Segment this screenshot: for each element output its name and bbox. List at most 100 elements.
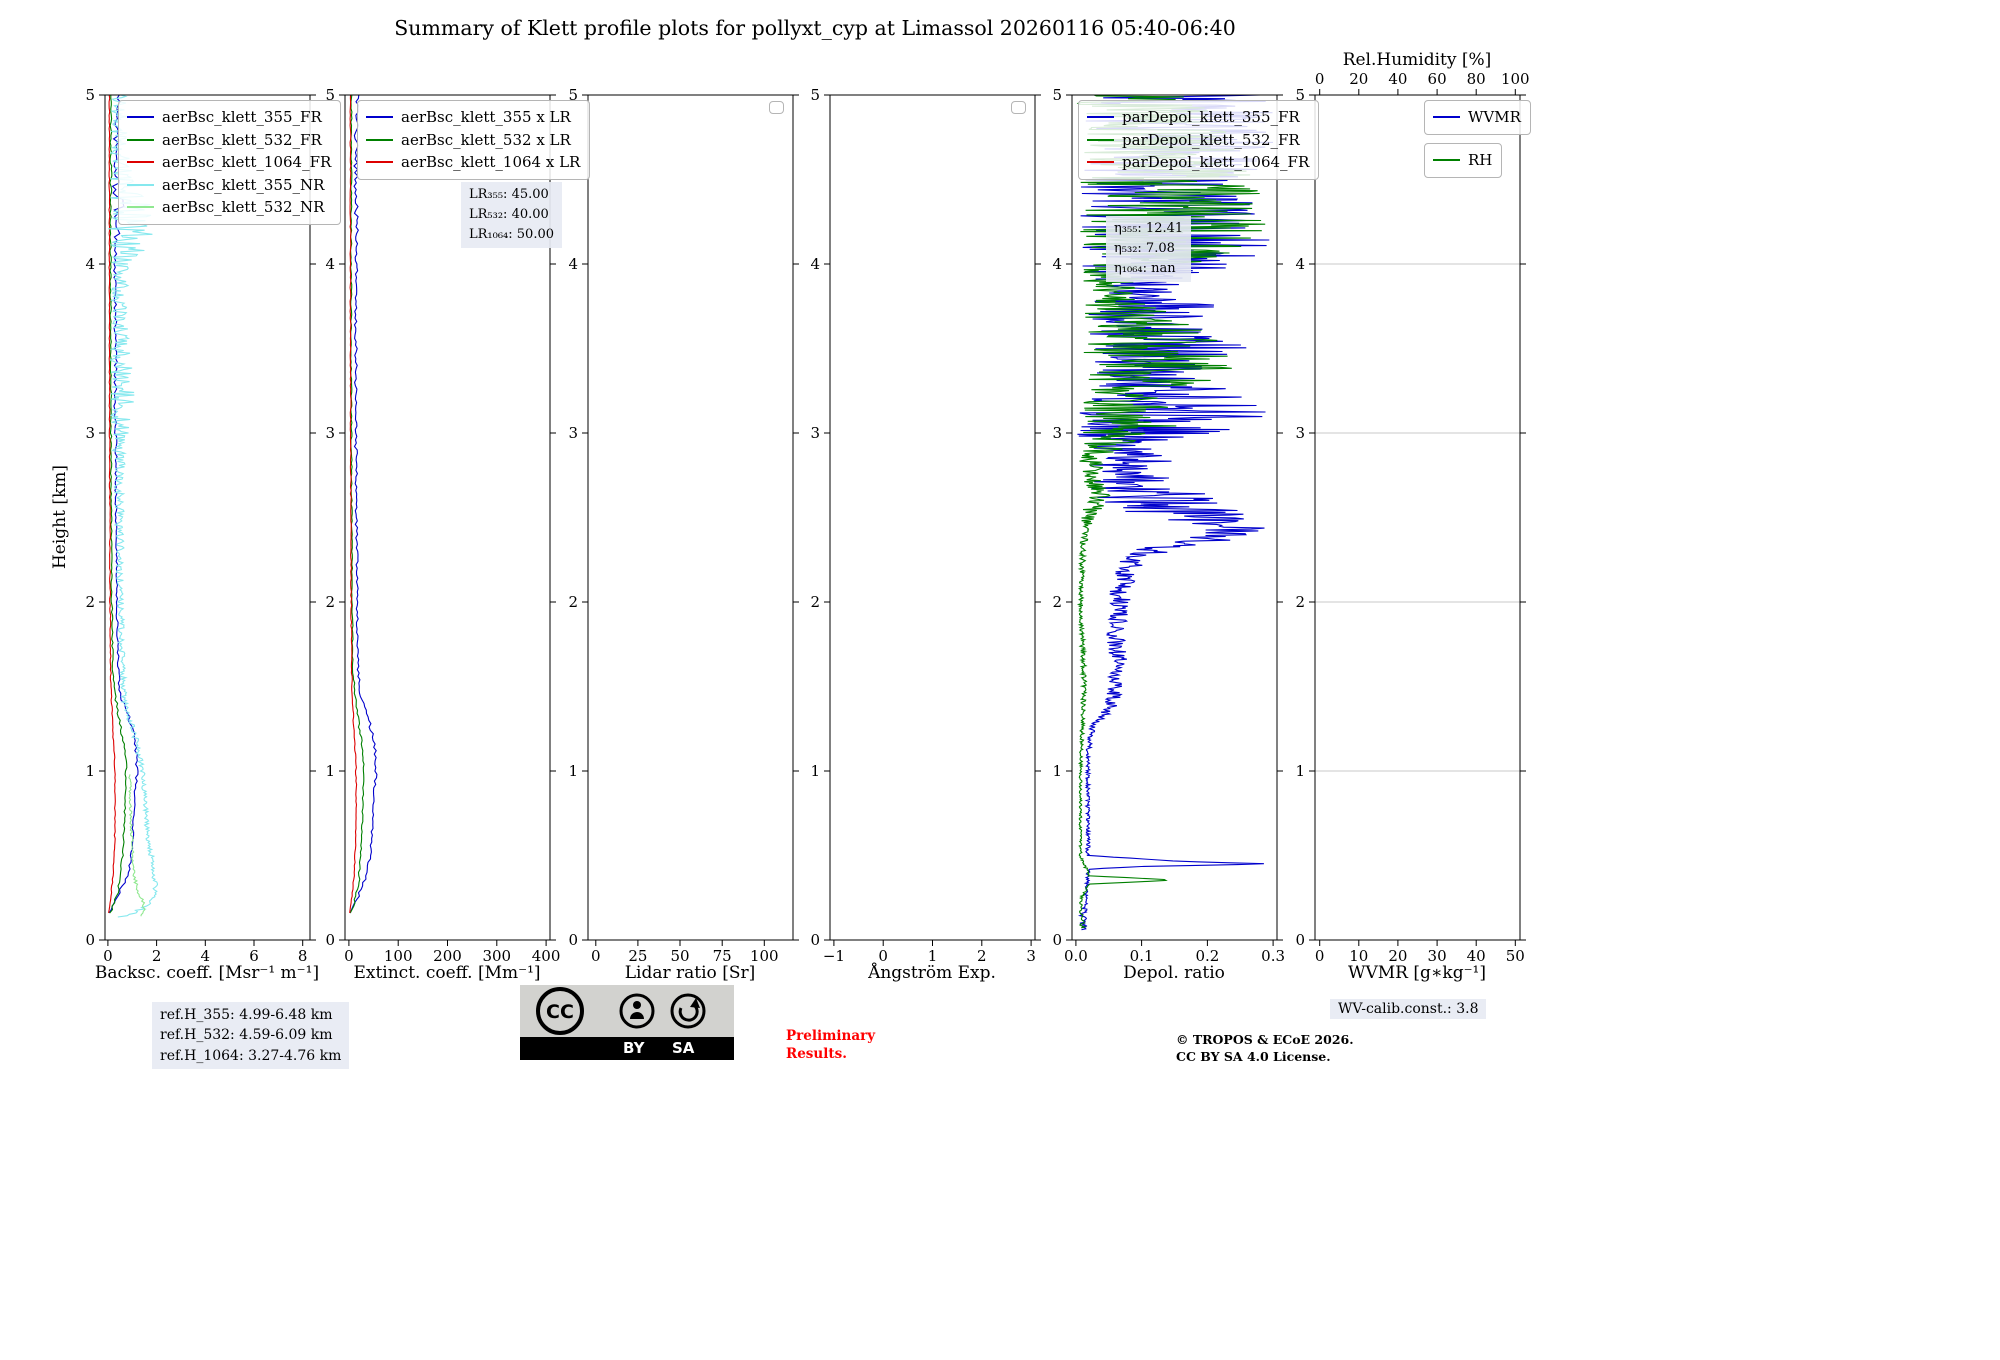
x-axis-label-wvmr: WVMR [g∗kg⁻¹] xyxy=(1347,963,1487,983)
top-tick-label: 20 xyxy=(1349,70,1368,88)
top-axis-label-rel-humidity: Rel.Humidity [%] xyxy=(1342,50,1492,70)
x-axis-label-backsc: Backsc. coeff. [Msr⁻¹ m⁻¹] xyxy=(94,963,320,983)
series-aerBsc_klett_532_FR xyxy=(109,95,128,914)
annotation-line: LR₅₃₂: 40.00 xyxy=(469,207,549,223)
top-tick-label: 100 xyxy=(1501,70,1530,88)
cc-sa-label: SA xyxy=(672,1039,695,1057)
annotation-line: η₁₀₆₄: nan xyxy=(1114,261,1176,277)
x-tick-label: 0 xyxy=(591,947,601,965)
x-tick-label: 8 xyxy=(298,947,308,965)
panel-extinct: 0 1 2 3 4 5 0 100 200 300 400 xyxy=(325,86,560,965)
y-tick-label: 2 xyxy=(85,593,95,611)
legend-entry: aerBsc_klett_532_NR xyxy=(127,196,331,219)
y-tick-label: 1 xyxy=(85,762,95,780)
copyright-line-1: © TROPOS & ECoE 2026. xyxy=(1176,1032,1354,1047)
y-tick-label: 3 xyxy=(1295,424,1305,442)
cc-icon xyxy=(536,987,584,1035)
legend-label: parDepol_klett_532_FR xyxy=(1122,130,1300,149)
legend-entry: aerBsc_klett_1064 x LR xyxy=(366,151,580,174)
y-tick-label: 4 xyxy=(1295,255,1305,273)
y-axis-label: Height [km] xyxy=(50,464,70,570)
x-tick-label: 100 xyxy=(750,947,779,965)
axes-frame xyxy=(1314,94,1521,941)
legend-line-sample xyxy=(366,161,393,164)
sa-arrow-arc xyxy=(678,1005,699,1022)
series-aerBsc_klett_532_x_LR xyxy=(349,94,365,914)
series-aerBsc_klett_355_x_LR xyxy=(349,94,378,914)
ref-height-355: ref.H_355: 4.99-6.48 km xyxy=(160,1007,333,1023)
y-tick-label: 4 xyxy=(810,255,820,273)
legend-line-sample xyxy=(127,138,154,141)
legend-empty-lidar-ratio xyxy=(769,101,784,114)
x-tick-label: 0 xyxy=(1315,947,1325,965)
cc-icon-text: CC xyxy=(546,1001,574,1023)
legend-depol: parDepol_klett_355_FR parDepol_klett_532_… xyxy=(1078,100,1320,180)
legend-entry: parDepol_klett_1064_FR xyxy=(1087,151,1309,174)
preliminary-line-1: Preliminary xyxy=(786,1028,876,1044)
axes-frame xyxy=(1071,94,1278,941)
legend-backsc: aerBsc_klett_355_FR aerBsc_klett_532_FR ae… xyxy=(118,100,342,225)
legend-line-sample xyxy=(127,116,154,119)
x-tick-label: 200 xyxy=(433,947,462,965)
y-tick-label: 2 xyxy=(810,593,820,611)
x-tick-label: 10 xyxy=(1349,947,1368,965)
x-tick-label: 0.3 xyxy=(1261,947,1285,965)
x-tick-label: 30 xyxy=(1428,947,1447,965)
x-tick-label: 0.1 xyxy=(1130,947,1154,965)
top-tick-label: 60 xyxy=(1428,70,1447,88)
legend-entry: aerBsc_klett_1064_FR xyxy=(127,151,331,174)
figure-title: Summary of Klett profile plots for polly… xyxy=(394,16,1236,40)
y-tick-label: 4 xyxy=(568,255,578,273)
legend-label: aerBsc_klett_532 x LR xyxy=(401,130,571,149)
annotation-extinct: LR₃₅₅: 45.00 LR₅₃₂: 40.00 LR₁₀₆₄: 50.00 xyxy=(461,182,562,249)
x-tick-label: 20 xyxy=(1388,947,1407,965)
legend-line-sample xyxy=(366,116,393,119)
legend-label: aerBsc_klett_1064_FR xyxy=(162,153,332,171)
x-tick-label: 1 xyxy=(928,947,938,965)
y-tick-label: 2 xyxy=(325,593,335,611)
y-tick-label: 1 xyxy=(810,762,820,780)
ref-height-532: ref.H_532: 4.59-6.09 km xyxy=(160,1027,333,1044)
legend-label: aerBsc_klett_355_FR xyxy=(162,108,322,126)
x-tick-label: 0 xyxy=(878,947,888,965)
y-tick-label: 1 xyxy=(568,762,578,780)
legend-label: aerBsc_klett_355_NR xyxy=(162,175,325,194)
cc-license-badge: CC BY SA xyxy=(520,985,734,1060)
y-tick-label: 3 xyxy=(810,424,820,442)
legend-label: parDepol_klett_355_FR xyxy=(1122,108,1300,126)
y-tick-label: 5 xyxy=(1295,86,1305,104)
x-tick-label: 0.2 xyxy=(1195,947,1219,965)
x-axis-label-angstrom: Ångström Exp. xyxy=(868,963,996,983)
annotation-line: LR₁₀₆₄: 50.00 xyxy=(469,227,554,243)
annotation-depol: η₃₅₅: 12.41 η₅₃₂: 7.08 η₁₀₆₄: nan xyxy=(1106,216,1192,283)
y-tick-label: 3 xyxy=(325,424,335,442)
y-tick-label: 0 xyxy=(325,931,335,949)
y-tick-label: 5 xyxy=(85,86,95,104)
axes-frame xyxy=(829,94,1036,941)
ref-height-annotation: ref.H_355: 4.99-6.48 km ref.H_532: 4.59-… xyxy=(152,1002,350,1069)
preliminary-results-note: Preliminary Results. xyxy=(786,1028,875,1063)
series-aerBsc_klett_355_NR xyxy=(108,94,159,918)
series-aerBsc_klett_532_NR xyxy=(128,774,146,917)
y-tick-label: 5 xyxy=(810,86,820,104)
x-tick-label: 2 xyxy=(152,947,162,965)
legend-entry: RH xyxy=(1433,149,1492,172)
y-tick-label: 4 xyxy=(85,255,95,273)
y-tick-label: 1 xyxy=(1052,762,1062,780)
axes-frame xyxy=(587,94,794,941)
legend-entry: aerBsc_klett_532_FR xyxy=(127,129,331,152)
cc-badge-icons: CC xyxy=(536,987,706,1035)
y-tick-label: 2 xyxy=(568,593,578,611)
legend-label: WVMR xyxy=(1468,108,1521,126)
x-tick-label: 40 xyxy=(1467,947,1486,965)
y-tick-label: 3 xyxy=(85,424,95,442)
x-tick-label: 0 xyxy=(344,947,354,965)
annotation-line: η₃₅₅: 12.41 xyxy=(1114,221,1184,236)
x-tick-label: 300 xyxy=(482,947,511,965)
legend-label: RH xyxy=(1468,151,1493,169)
legend-line-sample xyxy=(1433,159,1460,162)
y-tick-label: 0 xyxy=(1052,931,1062,949)
series-aerBsc_klett_1064_x_LR xyxy=(349,94,358,914)
